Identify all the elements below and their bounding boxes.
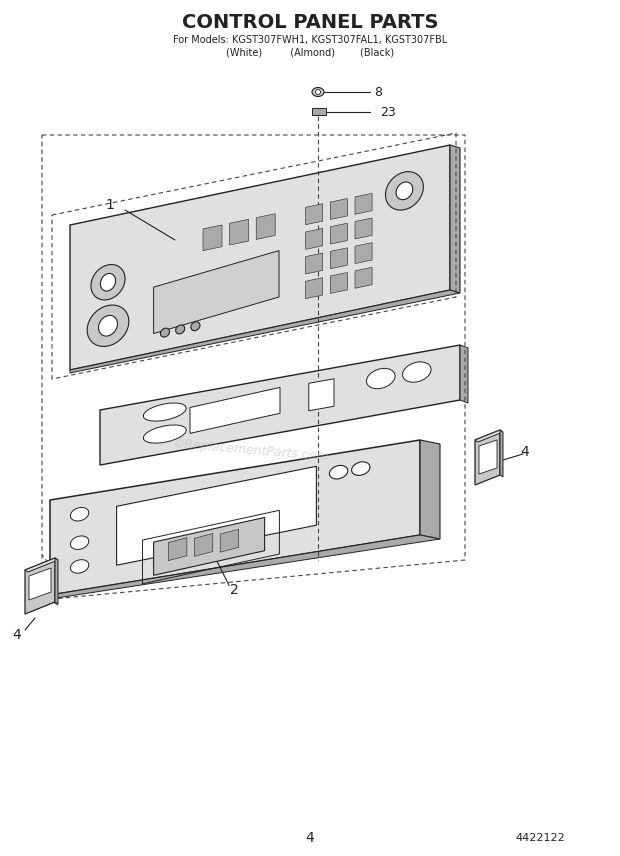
Polygon shape xyxy=(475,430,500,485)
Polygon shape xyxy=(306,253,322,274)
Polygon shape xyxy=(355,267,372,288)
Polygon shape xyxy=(229,219,249,245)
Polygon shape xyxy=(194,533,213,556)
Polygon shape xyxy=(190,388,280,433)
Text: 4: 4 xyxy=(306,831,314,845)
Polygon shape xyxy=(91,265,125,300)
Polygon shape xyxy=(100,345,460,465)
Polygon shape xyxy=(352,461,370,475)
Polygon shape xyxy=(99,315,118,336)
Polygon shape xyxy=(220,529,239,552)
Polygon shape xyxy=(306,229,322,249)
Text: 4: 4 xyxy=(12,628,21,642)
Polygon shape xyxy=(71,560,89,574)
Polygon shape xyxy=(460,345,468,403)
Ellipse shape xyxy=(316,90,321,94)
Polygon shape xyxy=(25,558,55,614)
Text: (White)         (Almond)        (Black): (White) (Almond) (Black) xyxy=(226,47,394,57)
Polygon shape xyxy=(450,145,460,293)
Polygon shape xyxy=(154,517,265,575)
Polygon shape xyxy=(355,218,372,239)
Text: 4: 4 xyxy=(521,445,529,459)
Polygon shape xyxy=(70,145,450,370)
Polygon shape xyxy=(169,538,187,561)
Polygon shape xyxy=(479,440,497,474)
Polygon shape xyxy=(191,322,200,330)
Text: ©ReplacementParts.com: ©ReplacementParts.com xyxy=(171,437,329,463)
Polygon shape xyxy=(386,171,423,210)
Polygon shape xyxy=(402,362,431,382)
Polygon shape xyxy=(396,182,413,199)
Polygon shape xyxy=(117,467,316,565)
Polygon shape xyxy=(175,325,185,334)
Polygon shape xyxy=(29,568,51,600)
Polygon shape xyxy=(100,273,115,291)
Text: For Models: KGST307FWH1, KGST307FAL1, KGST307FBL: For Models: KGST307FWH1, KGST307FAL1, KG… xyxy=(173,35,447,45)
Polygon shape xyxy=(420,440,440,539)
Polygon shape xyxy=(366,368,395,389)
Polygon shape xyxy=(50,535,440,599)
Polygon shape xyxy=(55,558,58,604)
Ellipse shape xyxy=(312,87,324,97)
Polygon shape xyxy=(309,378,334,411)
Polygon shape xyxy=(500,430,503,477)
Polygon shape xyxy=(330,199,347,219)
Polygon shape xyxy=(143,425,187,443)
Polygon shape xyxy=(475,430,503,442)
Polygon shape xyxy=(87,305,129,347)
Polygon shape xyxy=(330,223,347,244)
Polygon shape xyxy=(161,328,169,337)
Polygon shape xyxy=(306,204,322,225)
Polygon shape xyxy=(143,403,187,421)
Polygon shape xyxy=(203,225,222,251)
Polygon shape xyxy=(329,466,348,479)
Text: CONTROL PANEL PARTS: CONTROL PANEL PARTS xyxy=(182,13,438,32)
Polygon shape xyxy=(306,277,322,299)
Polygon shape xyxy=(71,536,89,550)
Polygon shape xyxy=(50,440,420,595)
Polygon shape xyxy=(330,272,347,294)
Polygon shape xyxy=(355,193,372,214)
Polygon shape xyxy=(70,290,460,373)
Text: 8: 8 xyxy=(374,86,382,98)
Text: 2: 2 xyxy=(230,584,239,597)
Polygon shape xyxy=(25,558,58,572)
Text: 4422122: 4422122 xyxy=(515,833,565,843)
Polygon shape xyxy=(154,251,279,334)
Polygon shape xyxy=(330,247,347,269)
Polygon shape xyxy=(256,214,275,240)
Polygon shape xyxy=(71,508,89,521)
Text: 23: 23 xyxy=(380,105,396,118)
Polygon shape xyxy=(355,242,372,264)
Text: 1: 1 xyxy=(105,198,115,212)
Bar xyxy=(312,108,326,115)
